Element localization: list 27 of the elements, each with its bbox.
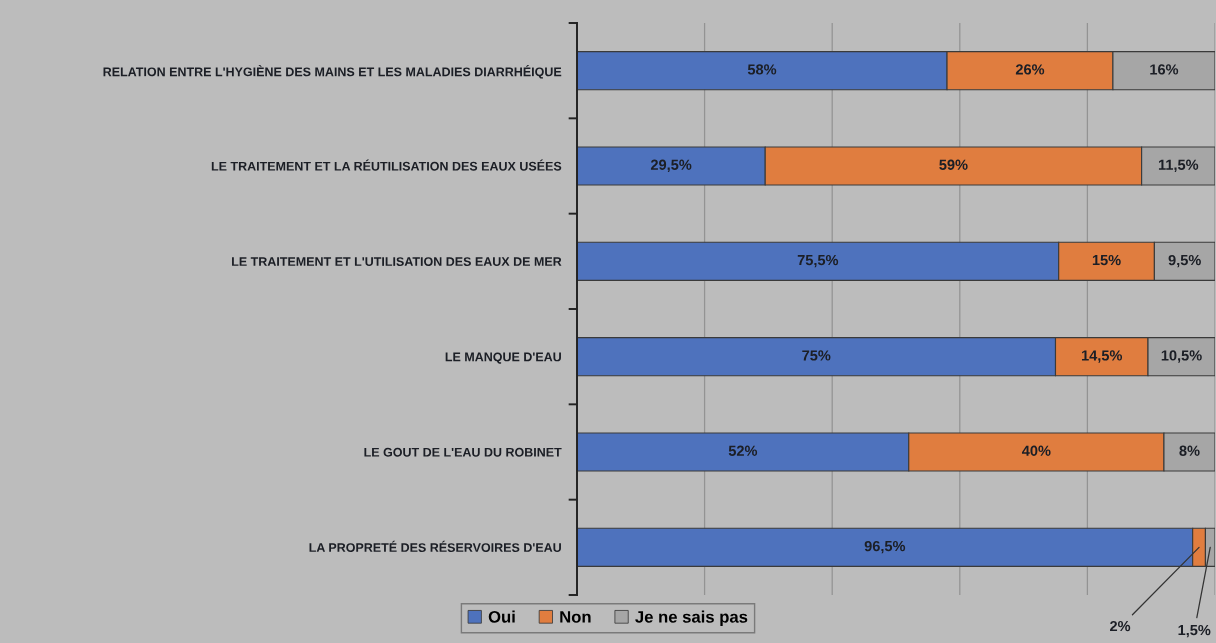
data-label: 9,5% <box>1168 254 1201 268</box>
y-tick-label: RELATION ENTRE L'HYGIÈNE DES MAINS ET LES MALADIES DIARRHÉIQUE <box>103 65 562 79</box>
y-tick-label: LA PROPRETÉ DES RÉSERVOIRES D'EAU <box>309 540 561 552</box>
data-label: 58% <box>747 64 777 75</box>
data-label: 75,5% <box>797 254 839 268</box>
data-label: 8% <box>1179 445 1200 456</box>
y-tick-label: LE GOUT DE L'EAU DU ROBINET <box>364 447 562 457</box>
data-label: 2% <box>1110 620 1131 632</box>
y-tick-label: LE TRAITEMENT ET L'UTILISATION DES EAUX DE MER <box>232 257 562 266</box>
legend-label: Non <box>560 611 591 623</box>
legend-label: Oui <box>488 610 515 623</box>
data-label: 14,5% <box>1082 350 1123 363</box>
legend-label: Je ne sais pas <box>635 610 748 627</box>
data-label: 15% <box>1092 254 1121 266</box>
data-label: 29,5% <box>650 159 692 173</box>
y-tick-label: LE TRAITEMENT ET LA RÉUTILISATION DES EAUX USÉES <box>211 159 562 171</box>
data-label: 11,5% <box>1158 159 1199 173</box>
data-label: 16% <box>1150 64 1179 75</box>
data-label: 75% <box>802 350 831 361</box>
data-label: 26% <box>1015 64 1045 75</box>
data-label: 40% <box>1021 445 1051 456</box>
data-label: 1,5% <box>1178 624 1211 638</box>
y-tick-label: LE MANQUE D'EAU <box>445 352 561 364</box>
data-label: 52% <box>728 445 758 456</box>
data-label: 96,5% <box>864 540 906 554</box>
data-label: 59% <box>939 159 968 170</box>
data-label: 10,5% <box>1161 350 1202 363</box>
